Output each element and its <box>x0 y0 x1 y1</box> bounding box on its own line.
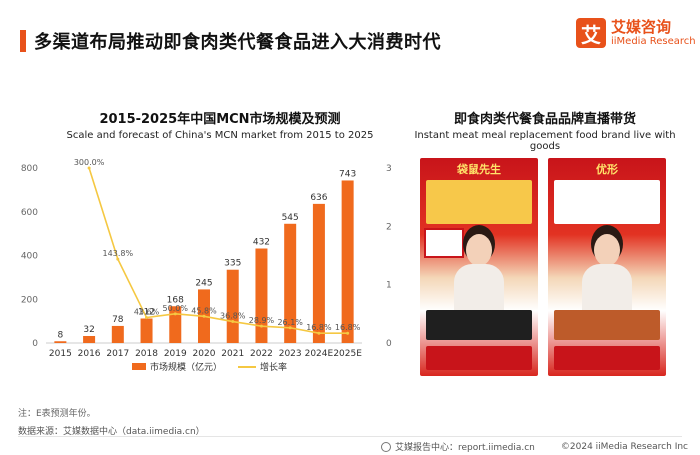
bar <box>140 318 153 343</box>
legend-line-label: 增长率 <box>260 361 287 373</box>
product-display <box>426 310 532 340</box>
x-tick-label: 2021 <box>221 349 244 359</box>
legend-bar-label: 市场规模（亿元） <box>150 361 222 373</box>
product-display <box>554 310 660 340</box>
bar <box>54 341 67 343</box>
growth-rate-label: 26.1% <box>277 318 303 327</box>
growth-rate-point <box>231 320 235 324</box>
bar <box>255 248 268 343</box>
brand-label: 袋鼠先生 <box>457 163 501 176</box>
growth-rate-point <box>145 316 149 320</box>
bar <box>226 269 239 343</box>
logo-mark-icon: 艾 <box>576 18 606 48</box>
bar-value-label: 8 <box>57 330 63 340</box>
page-title: 多渠道布局推动即食肉类代餐食品进入大消费时代 <box>34 32 441 53</box>
footer: 艾媒报告中心：report.iimedia.cn ©2024 iiMedia R… <box>380 440 688 453</box>
bar <box>169 306 182 343</box>
promo-footer <box>554 346 660 370</box>
x-tick-label: 2022 <box>250 349 273 359</box>
growth-rate-label: 43.6% <box>134 308 160 317</box>
y-left-tick-label: 800 <box>21 164 38 174</box>
growth-rate-point <box>346 331 350 335</box>
x-tick-label: 2019 <box>164 349 187 359</box>
chart-title: 2015-2025年中国MCN市场规模及预测 <box>99 112 341 127</box>
growth-rate-line <box>88 167 348 334</box>
logo-name-cn: 艾媒咨询 <box>611 17 672 36</box>
x-tick-label: 2016 <box>78 349 101 359</box>
bar <box>111 325 124 343</box>
mcn-market-chart: 0 200 400 600 800 0 1 2 3 8 32 78 112 168 245 335 432 545… <box>21 158 392 373</box>
report-center-link[interactable]: 艾媒报告中心：report.iimedia.cn <box>394 443 535 453</box>
x-tick-label: 2020 <box>193 349 216 359</box>
x-tick-label: 2024E <box>305 349 334 359</box>
growth-rate-label: 28.9% <box>249 316 275 325</box>
growth-rate-point <box>87 166 91 170</box>
x-tick-label: 2025E <box>333 349 362 359</box>
x-tick-label: 2015 <box>49 349 72 359</box>
livestream-screenshot-youxing: 优形 <box>548 158 666 376</box>
livestream-screenshot-daishu: 袋鼠先生 <box>420 158 538 376</box>
legend-bar-swatch <box>132 363 146 370</box>
bar-value-label: 432 <box>253 238 270 248</box>
footnote: 注：E表预测年份。 <box>18 409 96 419</box>
bar-value-label: 32 <box>83 325 94 335</box>
growth-rate-label: 143.8% <box>103 249 134 258</box>
iimedia-logo: 艾 艾媒咨询 iiMedia Research <box>576 18 696 48</box>
y-right-tick-label: 1 <box>386 281 392 291</box>
x-tick-label: 2018 <box>135 349 158 359</box>
growth-rate-point <box>116 257 120 261</box>
data-source: 数据来源：艾媒数据中心（data.iimedia.cn） <box>18 427 205 437</box>
y-right-tick-label: 3 <box>386 164 392 174</box>
y-left-tick-label: 400 <box>21 252 38 262</box>
title-accent-bar <box>20 30 26 52</box>
growth-rate-label: 300.0% <box>74 158 105 167</box>
bar-value-label: 245 <box>195 278 212 288</box>
growth-rate-label: 16.8% <box>306 323 332 332</box>
copyright: ©2024 iiMedia Research Inc <box>560 441 688 452</box>
y-left-tick-label: 600 <box>21 208 38 218</box>
footer-divider <box>18 436 682 437</box>
growth-rate-label: 50.0% <box>163 304 189 313</box>
promo-banner <box>554 180 660 224</box>
livestream-title: 即食肉类代餐食品品牌直播带货 <box>453 112 636 127</box>
growth-rate-label: 36.8% <box>220 312 246 321</box>
promo-banner <box>426 180 532 224</box>
livestream-subtitle: Instant meat meal replacement food brand… <box>414 130 676 152</box>
bar-value-label: 545 <box>282 213 299 223</box>
bar-value-label: 78 <box>112 315 124 325</box>
bar <box>83 336 96 343</box>
bar-value-label: 168 <box>167 295 184 305</box>
y-left-tick-label: 0 <box>32 339 38 349</box>
growth-rate-point <box>202 314 206 318</box>
bar <box>341 180 354 343</box>
bar-value-label: 636 <box>310 193 327 203</box>
report-center-icon <box>380 441 391 452</box>
brand-label: 优形 <box>596 163 618 176</box>
x-tick-label: 2023 <box>279 349 302 359</box>
growth-rate-point <box>173 312 177 316</box>
host-figure <box>454 234 504 314</box>
bar-value-label: 335 <box>224 259 241 269</box>
growth-rate-label: 16.8% <box>335 323 361 332</box>
y-left-tick-label: 200 <box>21 295 38 305</box>
growth-rate-point <box>259 324 263 328</box>
y-right-tick-label: 0 <box>386 339 392 349</box>
logo-name-en: iiMedia Research <box>611 35 696 47</box>
bar <box>284 223 297 343</box>
bar <box>312 203 325 343</box>
growth-rate-point <box>288 326 292 330</box>
host-figure <box>582 234 632 314</box>
bar-value-label: 112 <box>138 308 155 318</box>
promo-footer <box>426 346 532 370</box>
growth-rate-point <box>317 331 321 335</box>
growth-rate-label: 45.8% <box>191 306 217 315</box>
x-tick-label: 2017 <box>106 349 129 359</box>
y-right-tick-label: 2 <box>386 222 392 232</box>
bar-value-label: 743 <box>339 169 356 179</box>
chart-subtitle: Scale and forecast of China's MCN market… <box>66 130 374 141</box>
promo-sign <box>424 228 464 258</box>
